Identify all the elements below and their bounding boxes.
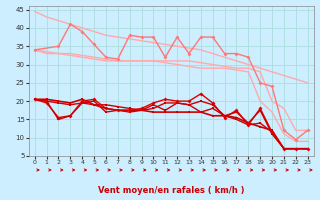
- Text: Vent moyen/en rafales ( km/h ): Vent moyen/en rafales ( km/h ): [98, 186, 244, 195]
